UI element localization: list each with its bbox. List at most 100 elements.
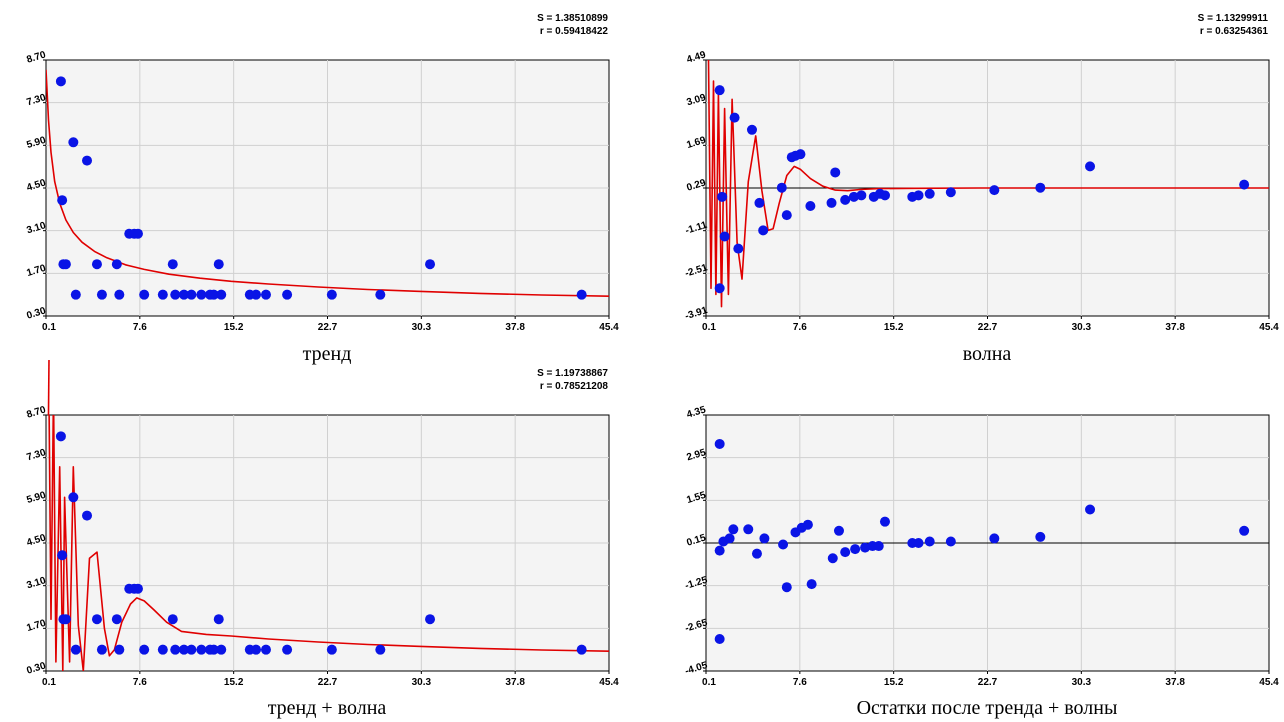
stat-r: r = 0.78521208: [540, 381, 609, 392]
model-curve: [46, 69, 609, 297]
data-point: [781, 582, 792, 593]
y-tick-label: 5.90: [25, 135, 47, 151]
data-point: [827, 553, 838, 564]
data-point: [425, 614, 436, 625]
data-point: [860, 542, 871, 553]
y-tick-label: 1.55: [685, 490, 707, 506]
data-point: [132, 583, 143, 594]
data-point: [778, 539, 789, 550]
x-tick-label: 0.1: [702, 677, 716, 688]
data-point: [714, 634, 725, 644]
y-tick-label: 5.90: [25, 490, 47, 506]
data-point: [70, 644, 81, 655]
y-tick-label: 4.35: [685, 404, 707, 420]
data-point: [850, 544, 861, 555]
data-point: [170, 644, 181, 655]
data-point: [375, 644, 386, 655]
x-tick-label: 0.1: [702, 322, 716, 333]
y-tick-label: -2.51: [684, 262, 709, 279]
data-point: [375, 289, 386, 300]
y-tick-label: -2.65: [684, 617, 709, 634]
data-point: [1085, 161, 1096, 172]
data-point: [326, 289, 337, 300]
data-point: [167, 259, 178, 270]
data-point: [208, 644, 219, 655]
x-tick-label: 0.1: [42, 322, 56, 333]
data-point: [216, 644, 227, 655]
x-tick-label: 22.7: [318, 322, 338, 333]
data-point: [1239, 525, 1250, 536]
data-point: [746, 124, 757, 135]
data-point: [743, 524, 754, 535]
chart-panel-4: 0.1 7.6 15.2 22.7 30.3 37.8 45.4 -4.05 -2.65 -1.2…: [684, 404, 1279, 719]
data-point: [196, 644, 207, 655]
data-point: [178, 644, 189, 655]
data-point: [879, 190, 890, 201]
y-tick-label: 1.70: [25, 263, 47, 279]
data-point: [1239, 179, 1250, 190]
data-point: [114, 289, 125, 300]
data-point: [924, 536, 935, 547]
data-point: [840, 547, 851, 558]
y-tick-label: 0.29: [685, 177, 707, 193]
data-point: [758, 225, 769, 236]
data-point: [781, 210, 792, 221]
y-tick-label: 7.30: [25, 92, 47, 108]
y-tick-label: 4.49: [685, 49, 707, 65]
data-point: [260, 644, 271, 655]
data-point: [759, 533, 770, 544]
data-point: [805, 200, 816, 211]
x-tick-label: 45.4: [1259, 322, 1279, 333]
data-point: [989, 185, 1000, 196]
stat-s: S = 1.38510899: [537, 13, 608, 24]
data-point: [251, 289, 262, 300]
chart-caption: тренд + волна: [268, 697, 387, 719]
data-point: [945, 536, 956, 547]
data-point: [826, 197, 837, 208]
data-point: [913, 538, 924, 548]
data-point: [114, 644, 125, 655]
y-tick-label: 3.10: [25, 220, 47, 236]
data-point: [576, 644, 587, 655]
x-tick-label: 0.1: [42, 677, 56, 688]
data-point: [213, 614, 224, 625]
model-curve: [48, 415, 609, 671]
data-point: [96, 289, 107, 300]
stat-r: r = 0.59418422: [540, 26, 609, 37]
x-tick-label: 37.8: [505, 677, 525, 688]
data-point: [795, 149, 806, 160]
data-point: [57, 550, 68, 561]
y-tick-label: 0.30: [25, 660, 47, 676]
x-tick-label: 15.2: [224, 322, 244, 333]
x-tick-label: 7.6: [793, 322, 807, 333]
chart-caption: волна: [963, 343, 1012, 365]
x-tick-label: 30.3: [1072, 677, 1092, 688]
data-point: [68, 137, 79, 148]
data-point: [216, 289, 227, 300]
data-point: [186, 644, 197, 655]
data-point: [806, 579, 817, 590]
data-point: [70, 289, 81, 300]
data-point: [776, 182, 787, 193]
data-point: [196, 289, 207, 300]
chart-panel-2: 0.1 7.6 15.2 22.7 30.3 37.8 45.4 -3.91 -2.51 -1.1…: [684, 13, 1279, 365]
data-point: [178, 289, 189, 300]
data-point: [576, 289, 587, 300]
y-tick-label: 1.70: [25, 618, 47, 634]
x-tick-label: 15.2: [884, 677, 904, 688]
y-tick-label: -3.91: [684, 305, 709, 322]
y-tick-label: 1.69: [685, 135, 707, 151]
y-tick-label: -1.25: [684, 575, 709, 592]
x-tick-label: 30.3: [412, 677, 432, 688]
data-point: [260, 289, 271, 300]
data-point: [724, 533, 735, 544]
y-tick-label: 4.50: [25, 177, 47, 193]
data-point: [82, 155, 93, 166]
data-point: [1085, 504, 1096, 515]
data-point: [139, 289, 150, 300]
data-point: [91, 259, 102, 270]
data-point: [714, 545, 725, 556]
x-tick-label: 45.4: [599, 677, 619, 688]
data-point: [733, 243, 744, 254]
data-point: [833, 525, 844, 536]
